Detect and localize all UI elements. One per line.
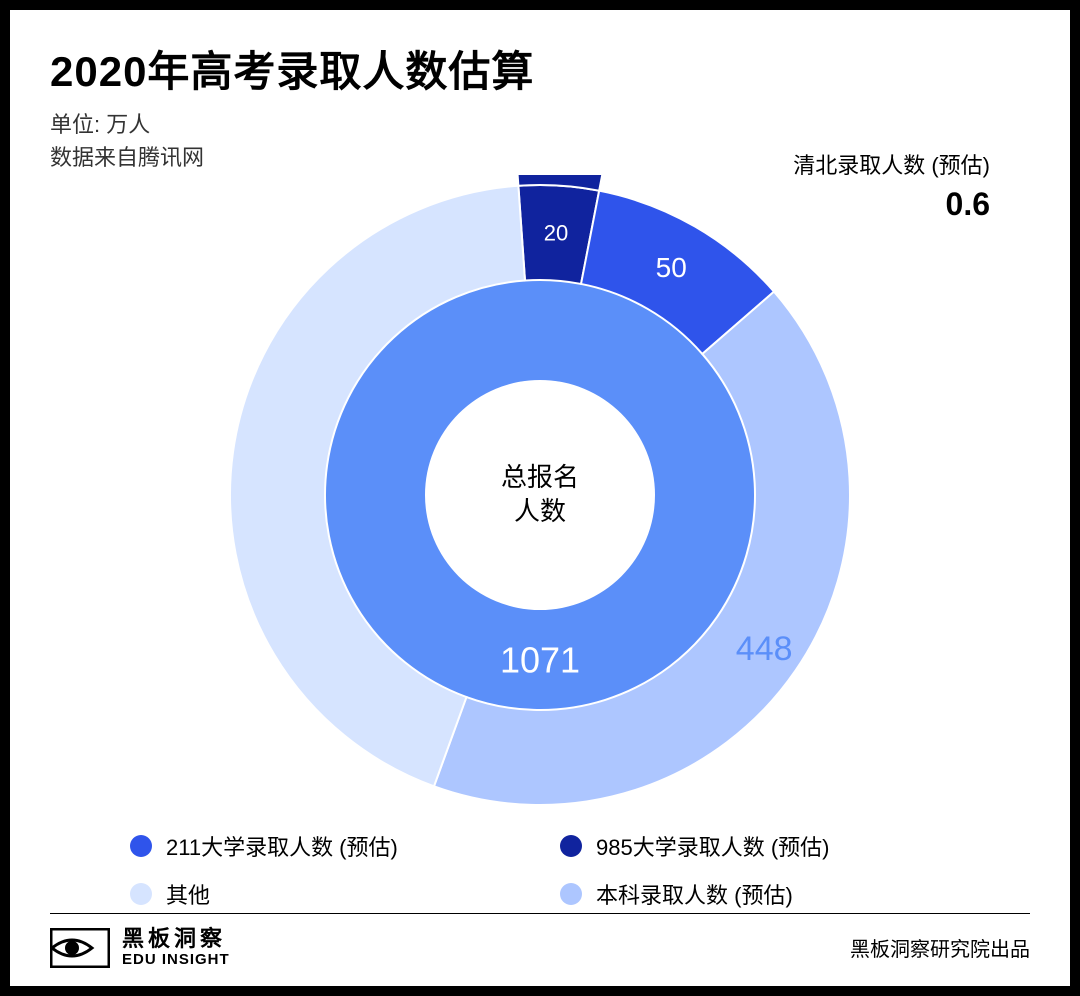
legend-dot <box>130 883 152 905</box>
legend-item: 本科录取人数 (预估) <box>560 878 950 910</box>
brand-logo: 黑板洞察 EDU INSIGHT <box>50 927 230 968</box>
brand-cn: 黑板洞察 <box>122 927 230 951</box>
legend-dot <box>130 835 152 857</box>
subtitle-block: 单位: 万人 数据来自腾讯网 <box>50 108 204 174</box>
page-title: 2020年高考录取人数估算 <box>50 38 534 99</box>
center-line2: 人数 <box>501 495 579 529</box>
legend-label: 其他 <box>166 878 210 910</box>
divider <box>50 913 1030 914</box>
legend-item: 985大学录取人数 (预估) <box>560 830 950 862</box>
center-line1: 总报名 <box>501 461 579 495</box>
infographic-frame: 2020年高考录取人数估算 单位: 万人 数据来自腾讯网 清北录取人数 (预估)… <box>0 0 1080 996</box>
brand-en: EDU INSIGHT <box>122 952 230 969</box>
legend-label: 985大学录取人数 (预估) <box>596 830 829 862</box>
center-label: 总报名 人数 <box>501 461 579 529</box>
legend-item: 其他 <box>130 878 520 910</box>
unit-label: 单位: 万人 <box>50 108 204 141</box>
legend-dot <box>560 835 582 857</box>
footer: 黑板洞察 EDU INSIGHT 黑板洞察研究院出品 <box>50 927 1030 968</box>
brand-text: 黑板洞察 EDU INSIGHT <box>122 927 230 968</box>
credit-text: 黑板洞察研究院出品 <box>850 933 1030 962</box>
source-label: 数据来自腾讯网 <box>50 141 204 174</box>
legend-label: 本科录取人数 (预估) <box>596 878 793 910</box>
svg-text:50: 50 <box>656 252 687 283</box>
svg-text:20: 20 <box>544 220 568 245</box>
legend: 211大学录取人数 (预估) 985大学录取人数 (预估) 其他 本科录取人数 (预估… <box>130 830 950 910</box>
legend-item: 211大学录取人数 (预估) <box>130 830 520 862</box>
svg-text:1071: 1071 <box>500 640 580 681</box>
donut-chart: 1071 20 50 448 总报名 人数 <box>220 175 860 815</box>
svg-text:448: 448 <box>736 630 793 668</box>
legend-label: 211大学录取人数 (预估) <box>166 830 398 862</box>
eye-icon <box>50 928 110 968</box>
legend-dot <box>560 883 582 905</box>
